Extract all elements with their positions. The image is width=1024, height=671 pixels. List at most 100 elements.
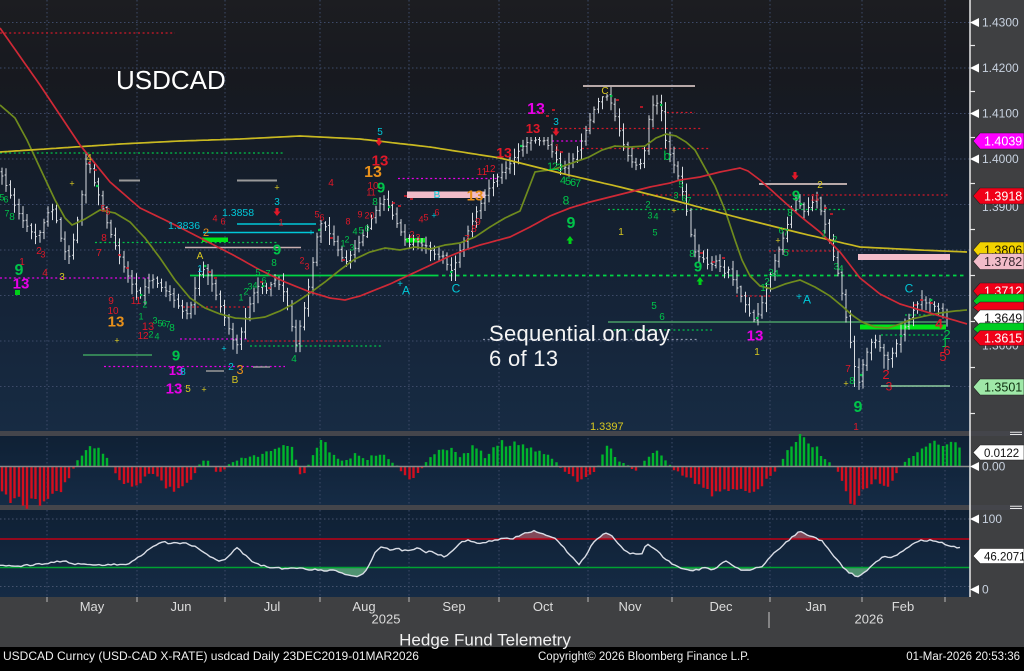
svg-text:3: 3 xyxy=(304,261,309,271)
svg-text:8: 8 xyxy=(9,212,15,223)
svg-text:6: 6 xyxy=(778,225,783,235)
svg-text:1.4300: 1.4300 xyxy=(982,16,1019,30)
svg-text:4: 4 xyxy=(154,331,159,341)
svg-text:+: + xyxy=(843,378,848,388)
svg-text:9: 9 xyxy=(567,215,576,232)
svg-text:+: + xyxy=(775,235,780,245)
svg-text:Sep: Sep xyxy=(442,599,465,614)
svg-text:2: 2 xyxy=(36,246,42,257)
svg-text:8: 8 xyxy=(849,376,855,387)
svg-text:4: 4 xyxy=(838,263,843,273)
svg-text:2: 2 xyxy=(148,329,153,339)
svg-text:Hedge Fund Telemetry: Hedge Fund Telemetry xyxy=(399,631,571,650)
svg-text:0.0122: 0.0122 xyxy=(984,448,1019,460)
svg-text:4: 4 xyxy=(86,153,92,164)
svg-text:2: 2 xyxy=(882,367,889,382)
svg-text:8: 8 xyxy=(271,258,277,269)
svg-text:8: 8 xyxy=(471,224,477,235)
svg-text:+: + xyxy=(274,182,279,192)
svg-text:1.4100: 1.4100 xyxy=(982,107,1019,121)
svg-text:1: 1 xyxy=(340,238,345,248)
svg-text:6: 6 xyxy=(161,318,166,328)
svg-text:1: 1 xyxy=(941,335,948,350)
svg-text:1.3858: 1.3858 xyxy=(222,207,254,219)
svg-text:9: 9 xyxy=(357,209,362,219)
svg-text:B: B xyxy=(434,190,441,201)
svg-text:5: 5 xyxy=(255,267,260,277)
svg-text:2: 2 xyxy=(943,327,950,342)
svg-text:Jul: Jul xyxy=(264,599,281,614)
svg-text:USDCAD Curncy (USD-CAD X-RATE): USDCAD Curncy (USD-CAD X-RATE) usdcad Da… xyxy=(3,649,419,663)
svg-text:100: 100 xyxy=(982,512,1002,526)
svg-text:8: 8 xyxy=(180,367,186,378)
svg-text:9: 9 xyxy=(792,188,800,205)
svg-text:7: 7 xyxy=(845,364,851,375)
svg-text:11: 11 xyxy=(131,296,142,307)
svg-text:3: 3 xyxy=(553,117,559,128)
svg-text:1.3615: 1.3615 xyxy=(984,332,1022,346)
svg-text:6: 6 xyxy=(681,193,686,203)
svg-text:Copyright© 2026 Bloomberg Fina: Copyright© 2026 Bloomberg Finance L.P. xyxy=(538,651,750,663)
svg-text:13: 13 xyxy=(166,381,183,398)
svg-text:0: 0 xyxy=(982,583,989,597)
svg-text:+: + xyxy=(221,343,226,353)
svg-text:46.2071: 46.2071 xyxy=(984,552,1024,564)
svg-text:1: 1 xyxy=(760,283,766,294)
svg-text:5: 5 xyxy=(157,318,162,328)
svg-text:7: 7 xyxy=(265,268,270,278)
svg-text:4: 4 xyxy=(560,175,566,187)
svg-text:Nov: Nov xyxy=(618,599,642,614)
svg-text:13: 13 xyxy=(496,144,512,160)
svg-text:13: 13 xyxy=(747,328,764,345)
svg-text:9: 9 xyxy=(377,180,385,197)
svg-text:b: b xyxy=(663,148,670,163)
svg-text:4: 4 xyxy=(352,226,357,236)
svg-text:2: 2 xyxy=(832,234,837,244)
svg-text:7: 7 xyxy=(464,234,470,245)
svg-text:9: 9 xyxy=(854,399,863,416)
svg-text:+: + xyxy=(114,335,119,345)
svg-text:13: 13 xyxy=(364,164,382,181)
svg-text:1.3836: 1.3836 xyxy=(168,220,200,232)
svg-text:C: C xyxy=(905,282,914,296)
svg-text:11: 11 xyxy=(477,167,488,178)
svg-text:11: 11 xyxy=(810,192,819,202)
svg-text:Sequential on day: Sequential on day xyxy=(489,321,670,346)
svg-text:6: 6 xyxy=(364,223,369,233)
svg-text:1.4039: 1.4039 xyxy=(984,135,1022,149)
svg-text:3: 3 xyxy=(40,249,45,259)
svg-text:2: 2 xyxy=(344,234,349,244)
svg-text:1.3782: 1.3782 xyxy=(984,255,1022,269)
svg-text:2: 2 xyxy=(817,180,823,191)
svg-text:3: 3 xyxy=(768,268,774,279)
svg-text:8: 8 xyxy=(101,233,107,244)
svg-text:2: 2 xyxy=(228,362,234,373)
svg-text:7: 7 xyxy=(165,319,170,329)
svg-text:1: 1 xyxy=(19,257,25,268)
svg-text:4: 4 xyxy=(418,214,423,224)
svg-text:C: C xyxy=(452,282,461,296)
svg-text:1.3397: 1.3397 xyxy=(590,421,624,433)
svg-text:Oct: Oct xyxy=(533,599,554,614)
svg-text:4: 4 xyxy=(935,315,943,331)
svg-text:4: 4 xyxy=(42,268,48,279)
svg-text:+: + xyxy=(431,210,436,220)
svg-text:1: 1 xyxy=(238,292,243,302)
svg-text:3: 3 xyxy=(557,162,563,174)
svg-text:5: 5 xyxy=(100,203,105,213)
svg-text:13: 13 xyxy=(13,276,30,293)
svg-text:1.4000: 1.4000 xyxy=(982,152,1019,166)
svg-text:5: 5 xyxy=(678,179,683,189)
svg-text:1: 1 xyxy=(138,311,143,321)
svg-text:1.3501: 1.3501 xyxy=(984,381,1022,395)
svg-text:+: + xyxy=(796,292,802,303)
svg-text:3: 3 xyxy=(349,242,354,252)
svg-text:3: 3 xyxy=(247,281,252,291)
svg-text:1: 1 xyxy=(618,227,624,238)
svg-text:13: 13 xyxy=(142,321,154,333)
svg-text:01-Mar-2026 20:53:36: 01-Mar-2026 20:53:36 xyxy=(906,651,1020,663)
svg-text:9: 9 xyxy=(273,242,281,259)
svg-text:5: 5 xyxy=(783,248,789,259)
svg-text:1.3649: 1.3649 xyxy=(984,312,1022,326)
svg-text:5: 5 xyxy=(651,301,657,312)
